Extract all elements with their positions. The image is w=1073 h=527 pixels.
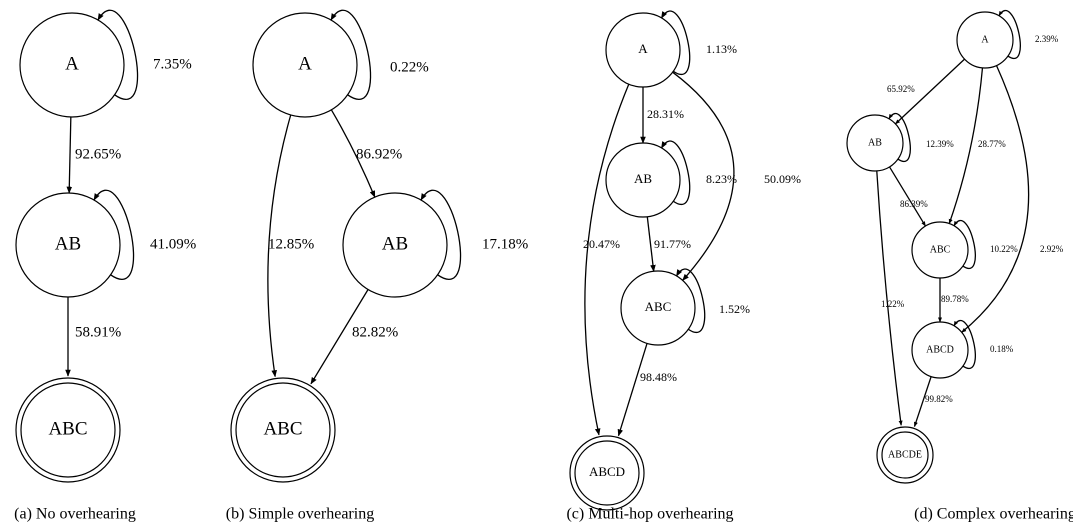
caption: (a) No overhearing bbox=[14, 506, 136, 523]
node-label: A bbox=[638, 41, 648, 56]
state-node bbox=[19, 12, 125, 118]
edge bbox=[646, 216, 656, 272]
node-label: AB bbox=[55, 233, 81, 254]
edge bbox=[584, 83, 630, 436]
edge-label: 28.31% bbox=[647, 107, 684, 121]
edge-label: 65.92% bbox=[887, 84, 915, 94]
edge-label: 99.82% bbox=[925, 394, 953, 404]
state-node bbox=[342, 192, 448, 298]
edge bbox=[420, 189, 462, 280]
edge bbox=[888, 166, 927, 227]
node-label: AB bbox=[868, 137, 882, 148]
edge bbox=[660, 10, 691, 75]
edge bbox=[672, 71, 735, 281]
edge-label: 0.18% bbox=[990, 344, 1014, 354]
edge-label: 12.85% bbox=[268, 236, 314, 252]
edge bbox=[894, 58, 966, 125]
caption: (c) Multi-hop overhearing bbox=[566, 506, 733, 523]
state-node-inner bbox=[235, 382, 331, 478]
edge-label: 98.48% bbox=[640, 370, 677, 384]
edge-label: 12.39% bbox=[926, 139, 954, 149]
edge-label: 20.47% bbox=[583, 237, 620, 251]
edge bbox=[961, 65, 1030, 333]
edge bbox=[948, 67, 984, 225]
state-node bbox=[956, 11, 1014, 69]
state-node bbox=[252, 12, 358, 118]
node-label: A bbox=[65, 53, 79, 74]
edge-label: 92.65% bbox=[75, 146, 121, 162]
edge bbox=[66, 116, 73, 194]
node-label: ABCD bbox=[926, 344, 954, 355]
edge-label: 28.77% bbox=[978, 139, 1006, 149]
state-node bbox=[620, 270, 696, 346]
edge bbox=[913, 376, 932, 428]
edge-label: 1.52% bbox=[719, 302, 750, 316]
caption: (b) Simple overhearing bbox=[226, 506, 374, 523]
state-node-inner bbox=[20, 382, 116, 478]
edge bbox=[953, 219, 976, 270]
edge-label: 91.77% bbox=[654, 237, 691, 251]
edge-label: 17.18% bbox=[482, 236, 528, 252]
edge-label: 1.22% bbox=[881, 299, 905, 309]
node-label: ABCDE bbox=[888, 449, 922, 460]
edge-label: 2.39% bbox=[1035, 34, 1059, 44]
edge bbox=[97, 9, 139, 100]
state-node bbox=[846, 114, 904, 172]
edge bbox=[330, 109, 376, 198]
edge-label: 0.22% bbox=[390, 59, 429, 75]
node-label: ABC bbox=[48, 418, 87, 439]
state-node bbox=[15, 192, 121, 298]
edge-label: 82.82% bbox=[352, 324, 398, 340]
edge-label: 2.92% bbox=[1040, 244, 1064, 254]
edge bbox=[888, 112, 911, 163]
state-node bbox=[605, 12, 681, 88]
edge bbox=[267, 114, 292, 378]
edge-label: 8.23% bbox=[706, 172, 737, 186]
edge bbox=[675, 268, 706, 333]
edge-label: 41.09% bbox=[150, 236, 196, 252]
edge bbox=[953, 319, 976, 370]
node-label: ABC bbox=[263, 418, 302, 439]
edge-label: 7.35% bbox=[153, 56, 192, 72]
edge-label: 86.39% bbox=[900, 199, 928, 209]
node-label: AB bbox=[382, 233, 408, 254]
node-label: ABC bbox=[645, 299, 672, 314]
edge bbox=[93, 189, 135, 280]
state-node bbox=[911, 321, 969, 379]
edge bbox=[876, 170, 903, 426]
edge-label: 1.13% bbox=[706, 42, 737, 56]
state-node bbox=[605, 142, 681, 218]
edge-label: 89.78% bbox=[941, 294, 969, 304]
edge-label: 58.91% bbox=[75, 324, 121, 340]
state-node-inner bbox=[574, 440, 640, 506]
node-label: ABC bbox=[930, 244, 951, 255]
state-node-inner bbox=[881, 431, 929, 479]
state-node bbox=[911, 221, 969, 279]
node-label: ABCD bbox=[589, 464, 625, 479]
node-label: A bbox=[981, 34, 989, 45]
node-label: AB bbox=[634, 171, 652, 186]
edge bbox=[998, 9, 1021, 60]
caption: (d) Complex overhearing bbox=[914, 506, 1073, 523]
edge bbox=[310, 289, 369, 385]
edge bbox=[617, 343, 648, 437]
edge bbox=[330, 9, 372, 100]
edge-label: 86.92% bbox=[356, 146, 402, 162]
edge bbox=[660, 140, 691, 205]
node-label: A bbox=[298, 53, 312, 74]
edge-label: 50.09% bbox=[764, 172, 801, 186]
edge-label: 10.22% bbox=[990, 244, 1018, 254]
